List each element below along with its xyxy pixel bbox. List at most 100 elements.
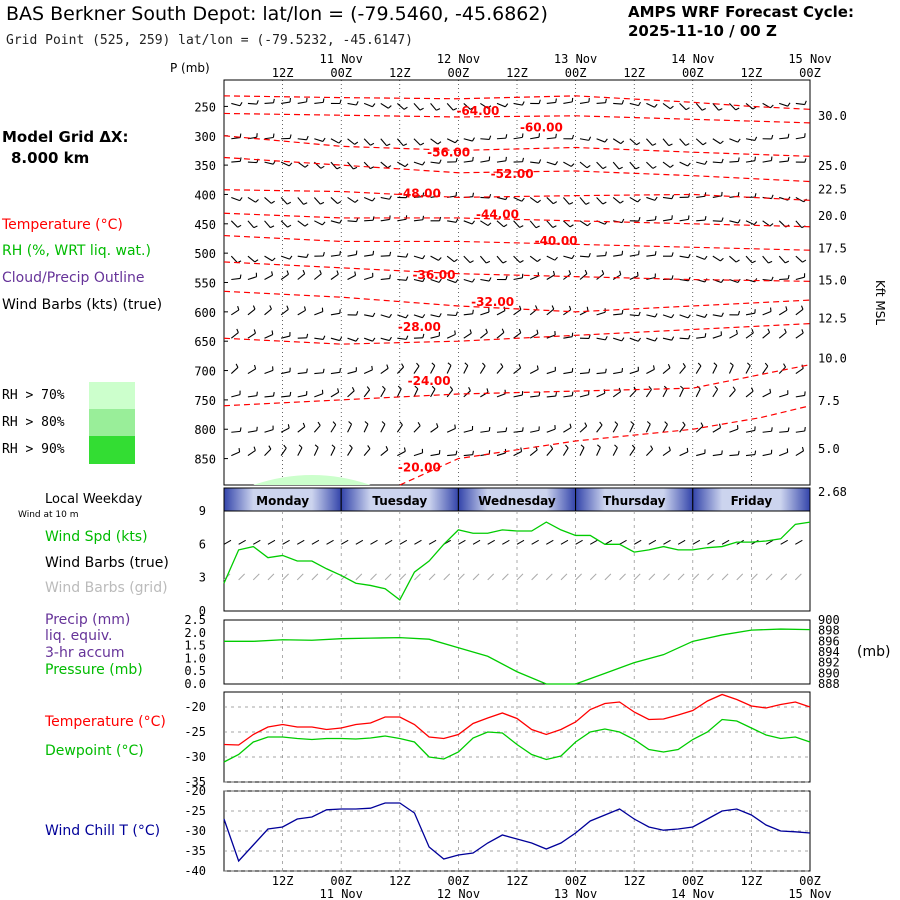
wind-barb-shaft — [230, 220, 239, 228]
wind-barb-shaft — [646, 161, 654, 169]
wind-barb-shaft — [662, 449, 671, 457]
bottom-hour-tick-label: 00Z — [682, 874, 704, 888]
wind-barb-flag — [652, 165, 657, 169]
wind-barb-shaft — [662, 218, 672, 222]
wind-barb-shaft — [314, 101, 324, 104]
wind-barb-shaft — [463, 365, 469, 374]
wind-barb-flag — [271, 271, 274, 276]
wind-barb-flag — [602, 201, 607, 205]
top-hour-tick-label: 12Z — [741, 66, 763, 80]
wind-chill-tick-label: -25 — [184, 804, 206, 818]
wind-barb-shaft — [347, 254, 357, 257]
wind-barb-flag — [636, 271, 639, 276]
wind-barb-flag — [587, 222, 591, 227]
wind-barb-shaft — [247, 308, 256, 316]
legend-rh-80-swatch — [89, 409, 135, 436]
top-date-tick-label: 11 Nov — [320, 52, 363, 66]
wind-barb-shaft — [779, 160, 789, 163]
temperature-tick-label: -20 — [184, 700, 206, 714]
legend-temperature: Temperature (°C) — [2, 217, 123, 233]
surface-wind-barb-grid — [296, 573, 304, 581]
legend-3hr-accum: 3-hr accum — [45, 645, 125, 661]
wind-barb-flag — [253, 329, 256, 334]
wind-barb-flag — [802, 259, 807, 263]
surface-wind-barb-grid — [428, 573, 436, 581]
temperature-contour — [223, 322, 811, 345]
wind-barb-shaft — [563, 371, 573, 375]
wind-barb-shaft — [712, 220, 722, 222]
wind-barb-shaft — [446, 255, 455, 263]
surface-wind-barb — [223, 539, 232, 545]
wind-barb-flag — [471, 220, 475, 225]
wind-barb-shaft — [496, 255, 504, 264]
wind-barb-flag — [322, 368, 325, 373]
wind-barb-shaft — [729, 333, 738, 339]
wind-barb-flag — [588, 136, 592, 141]
wind-barb-flag — [737, 138, 741, 143]
wind-barb-flag — [253, 225, 258, 229]
pressure-tick-label: 350 — [194, 159, 216, 173]
wind-barb-flag — [555, 133, 557, 138]
wind-barb-shaft — [446, 103, 454, 111]
surface-wind-barb — [399, 539, 408, 545]
wind-barb-shaft — [745, 332, 754, 339]
wind-barb-shaft — [247, 276, 257, 281]
wind-barb-flag — [697, 362, 702, 367]
legend-rh-70-label: RH > 70% — [2, 388, 65, 403]
wind-barb-shaft — [480, 430, 490, 433]
wind-barb-shaft — [745, 255, 753, 264]
wind-barb-flag — [438, 159, 442, 164]
wind-barb-shaft — [347, 161, 354, 170]
wind-barb-flag — [619, 270, 622, 275]
wind-barb-shaft — [231, 102, 241, 107]
surface-wind-barb-grid — [472, 573, 480, 581]
temperature-contour-label: -24.00 — [408, 374, 451, 388]
wind-barb-flag — [287, 224, 292, 228]
wind-barb-shaft — [281, 371, 291, 375]
wind-barb-flag — [737, 219, 741, 224]
bottom-hour-tick-label: 00Z — [799, 874, 821, 888]
top-hour-tick-label: 12Z — [506, 66, 528, 80]
wind-barb-shaft — [364, 314, 374, 318]
wind-barb-flag — [322, 137, 326, 142]
wind-barb-flag — [469, 260, 474, 264]
surface-wind-barb-grid — [794, 573, 802, 581]
wind-barb-shaft — [729, 220, 739, 224]
wind-barb-flag — [372, 337, 376, 342]
surface-wind-barb-grid — [516, 573, 524, 581]
wind-barb-shaft — [380, 161, 389, 169]
wind-barb-shaft — [530, 161, 540, 164]
wind-barb-shaft — [247, 102, 257, 105]
wind-barb-shaft — [795, 450, 804, 457]
temperature-contour — [223, 95, 811, 110]
wind-barb-shaft — [695, 365, 702, 374]
cross-section-frame — [223, 79, 811, 486]
wind-barb-shaft — [380, 196, 390, 200]
wind-barb-shaft — [513, 277, 523, 281]
wind-barb-shaft — [745, 138, 755, 141]
wind-barb-flag — [685, 107, 690, 111]
wind-barb-flag — [332, 421, 337, 425]
wind-barb-shaft — [264, 429, 274, 433]
temperature-contour — [223, 135, 811, 157]
temperature-contour-label: -64.00 — [456, 104, 499, 118]
wind-barb-flag — [604, 336, 608, 341]
surface-wind-barb-grid — [765, 573, 773, 581]
wind-barb-shaft — [679, 161, 688, 167]
wind-barb-flag — [754, 193, 757, 198]
wind-barb-shaft — [479, 365, 486, 374]
wind-barb-shaft — [696, 161, 706, 165]
wind-barb-flag — [488, 135, 492, 140]
wind-barb-shaft — [629, 161, 637, 170]
wind-barb-shaft — [795, 220, 803, 228]
surface-wind-barb — [253, 539, 261, 545]
surface-wind-barb — [384, 539, 393, 545]
wind-barb-flag — [422, 215, 425, 220]
wind-barb-shaft — [795, 136, 805, 140]
wind-barb-flag — [501, 328, 505, 333]
wind-barb-shaft — [280, 197, 288, 205]
wind-barb-shaft — [479, 255, 487, 264]
wind-barb-shaft — [397, 314, 407, 319]
wind-barb-shaft — [563, 427, 572, 433]
temperature-tick-label: -30 — [184, 750, 206, 764]
